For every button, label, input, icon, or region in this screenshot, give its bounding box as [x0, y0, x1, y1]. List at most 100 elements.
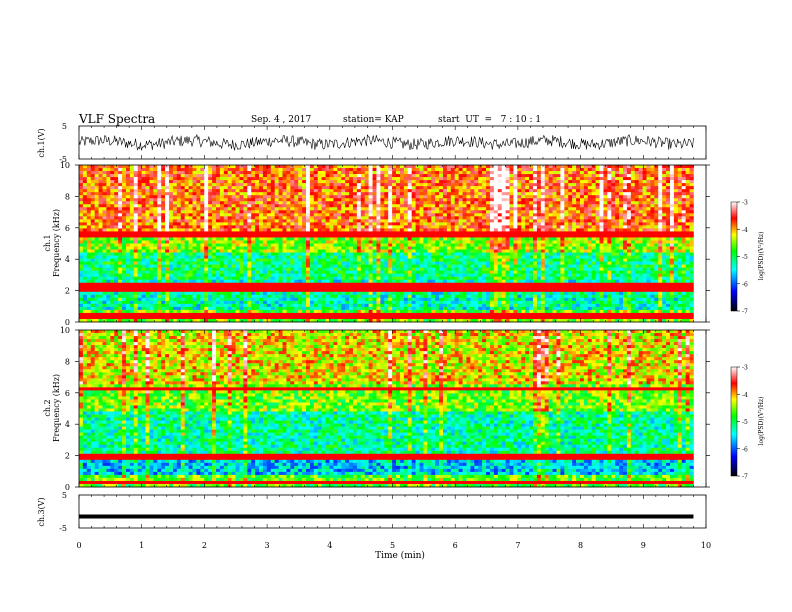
spectrogram-cell: [466, 180, 471, 184]
spectrogram-cell: [513, 249, 518, 253]
spectrogram-cell: [423, 204, 428, 208]
spectrogram-cell: [505, 240, 510, 244]
spectrogram-cell: [352, 258, 358, 262]
spectrogram-cell: [427, 222, 432, 226]
spectrogram-cell: [403, 246, 409, 250]
spectrogram-cell: [486, 171, 491, 175]
spectrogram-cell: [165, 258, 170, 262]
spectrogram-cell: [642, 210, 647, 214]
spectrogram-cell: [349, 177, 354, 181]
spectrogram-cell: [626, 252, 632, 256]
chart-title: VLF Spectra: [79, 112, 156, 126]
spectrogram-cell: [141, 165, 146, 169]
spectrogram-cell: [454, 192, 459, 196]
spectrogram-cell: [290, 216, 295, 220]
spectrogram-cell: [184, 240, 189, 244]
spectrogram-cell: [302, 198, 307, 202]
spectrogram-cell: [556, 204, 561, 208]
spectrogram-cell: [82, 186, 88, 190]
spectrogram-cell: [309, 210, 315, 214]
spectrogram-cell: [255, 165, 260, 169]
spectrogram-cell: [615, 228, 620, 232]
spectrogram-cell: [388, 210, 393, 214]
spectrogram-cell: [149, 237, 154, 241]
spectrogram-cell: [642, 243, 647, 247]
spectrogram-cell: [125, 195, 131, 199]
spectrogram-cell: [615, 189, 620, 193]
spectrogram-cell: [298, 249, 303, 253]
spectrogram-cell: [607, 249, 612, 253]
spectrogram-cell: [114, 228, 119, 232]
spectrogram-cell: [427, 237, 432, 241]
spectrogram-cell: [200, 207, 205, 211]
spectrogram-cell: [603, 237, 608, 241]
spectrogram-cell: [431, 186, 436, 190]
spectrogram-cell: [278, 225, 283, 229]
spectrogram-cell: [630, 219, 636, 223]
spectrogram-cell: [180, 192, 185, 196]
spectrogram-cell: [313, 258, 319, 262]
spectrogram-cell: [169, 207, 174, 211]
spectrogram-cell: [180, 222, 185, 226]
spectrogram-cell: [568, 246, 573, 250]
spectrogram-cell: [427, 228, 432, 232]
spectrogram-cell: [247, 234, 252, 238]
spectrogram-cell: [470, 198, 475, 202]
spectrogram-cell: [341, 249, 346, 253]
spectrogram-cell: [462, 195, 467, 199]
spectrogram-cell: [274, 177, 279, 181]
spectrogram-cell: [180, 228, 185, 232]
spectrogram-cell: [364, 177, 369, 181]
spectrogram-cell: [517, 204, 522, 208]
spectrogram-cell: [208, 237, 213, 241]
spectrogram-cell: [321, 168, 326, 172]
spectrogram-cell: [423, 255, 428, 259]
spectrogram-cell: [630, 246, 636, 250]
spectrogram-cell: [169, 189, 174, 193]
spectrogram-cell: [313, 249, 319, 253]
spectrogram-cell: [235, 258, 240, 262]
spectrogram-cell: [462, 204, 467, 208]
spectrogram-cell: [403, 213, 409, 217]
spectrogram-cell: [478, 174, 483, 178]
spectrogram-cell: [129, 249, 135, 253]
spectrogram-cell: [345, 219, 350, 223]
spectrogram-cell: [669, 195, 675, 199]
spectrogram-cell: [474, 234, 479, 238]
spectrogram-cell: [673, 225, 679, 229]
spectrogram-cell: [376, 228, 381, 232]
spectrogram-cell: [552, 213, 557, 217]
spectrogram-cell: [415, 258, 420, 262]
spectrogram-cell: [642, 246, 647, 250]
spectrogram-cell: [247, 180, 252, 184]
spectrogram-cell: [219, 216, 225, 220]
spectrogram-cell: [259, 165, 264, 169]
spectrogram-cell: [337, 243, 342, 247]
spectrogram-cell: [513, 252, 518, 256]
spectrogram-cell: [646, 222, 651, 226]
spectrogram-cell: [337, 255, 342, 259]
spectrogram-cell: [180, 237, 185, 241]
spectrogram-cell: [587, 198, 592, 202]
spectrogram-cell: [583, 210, 589, 214]
spectrogram-cell: [329, 210, 334, 214]
spectrogram-cell: [497, 171, 502, 175]
spectrogram-cell: [442, 186, 448, 190]
spectrogram-cell: [439, 165, 444, 169]
spectrogram-cell: [384, 189, 389, 193]
spectrogram-cell: [298, 225, 303, 229]
spectrogram-cell: [478, 207, 483, 211]
spectrogram-cell: [587, 210, 592, 214]
spectrogram-cell: [176, 183, 182, 187]
spectrogram-cell: [411, 210, 416, 214]
spectrogram-cell: [153, 171, 158, 175]
spectrogram-cell: [482, 237, 487, 241]
spectrogram-cell: [360, 222, 365, 226]
spectrogram-cell: [110, 165, 115, 169]
spectrogram-cell: [576, 168, 581, 172]
spectrogram-cell: [662, 168, 667, 172]
spectrogram-cell: [259, 183, 264, 187]
spectrogram-cell: [270, 216, 275, 220]
spectrogram-cell: [133, 174, 138, 178]
spectrogram-cell: [626, 201, 632, 205]
